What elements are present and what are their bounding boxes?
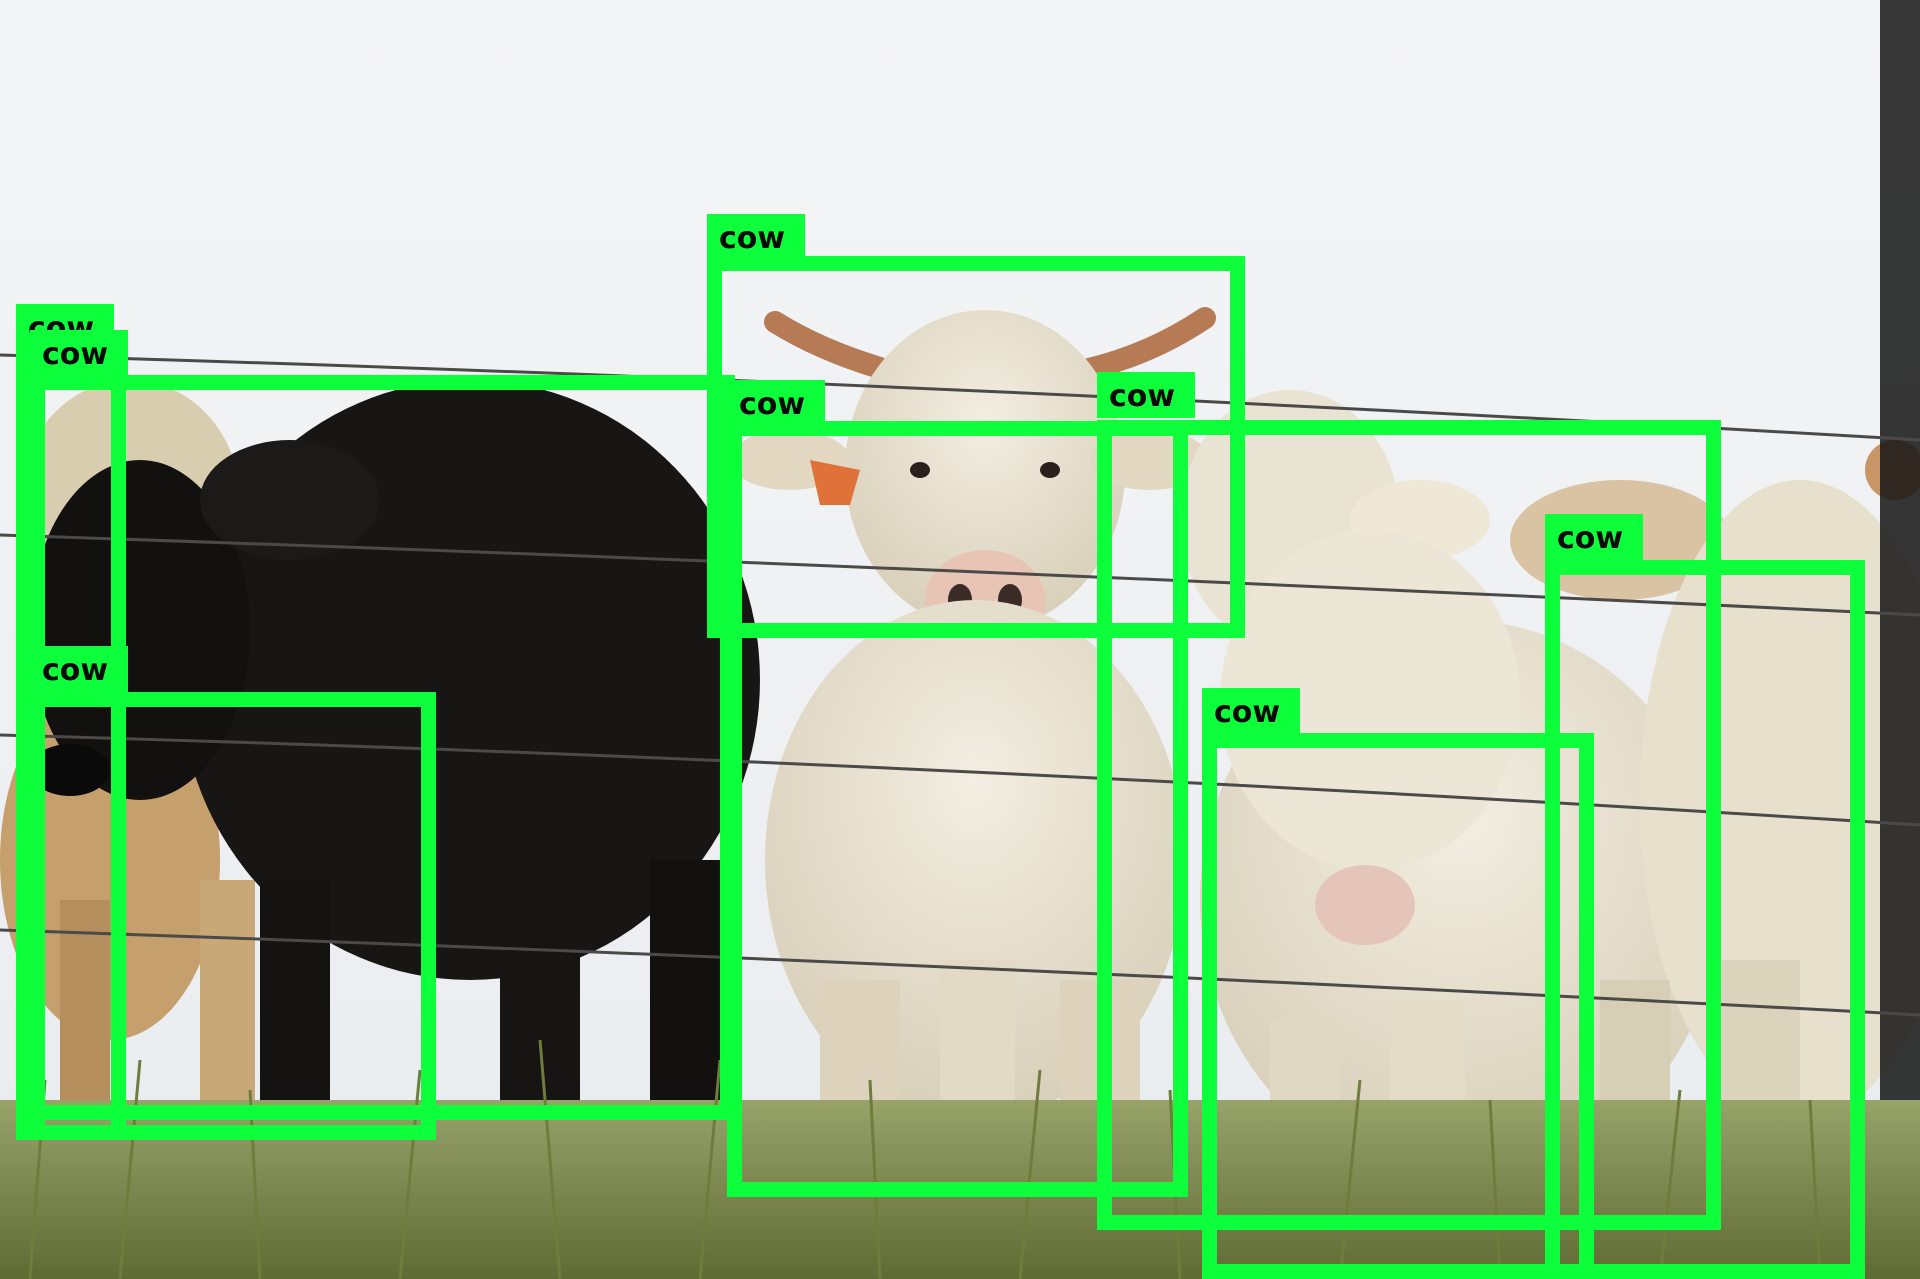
detection-label: cow — [707, 214, 805, 260]
detection-box-cow — [1545, 560, 1865, 1279]
detection-box-cow — [1202, 733, 1594, 1279]
detection-label: cow — [727, 380, 825, 426]
black-cow — [30, 380, 760, 1120]
detection-label: cow — [1097, 372, 1195, 418]
detection-label: cow — [1202, 688, 1300, 734]
detection-box-cow — [707, 256, 1245, 638]
detection-label: cow — [1545, 514, 1643, 560]
detection-label: cow — [30, 646, 128, 692]
detection-box-cow — [1097, 420, 1721, 1230]
detection-box-cow — [727, 421, 1188, 1197]
detection-box-cow — [30, 692, 436, 1140]
detection-label: cow — [30, 330, 128, 376]
grass-blades — [28, 1039, 1822, 1279]
